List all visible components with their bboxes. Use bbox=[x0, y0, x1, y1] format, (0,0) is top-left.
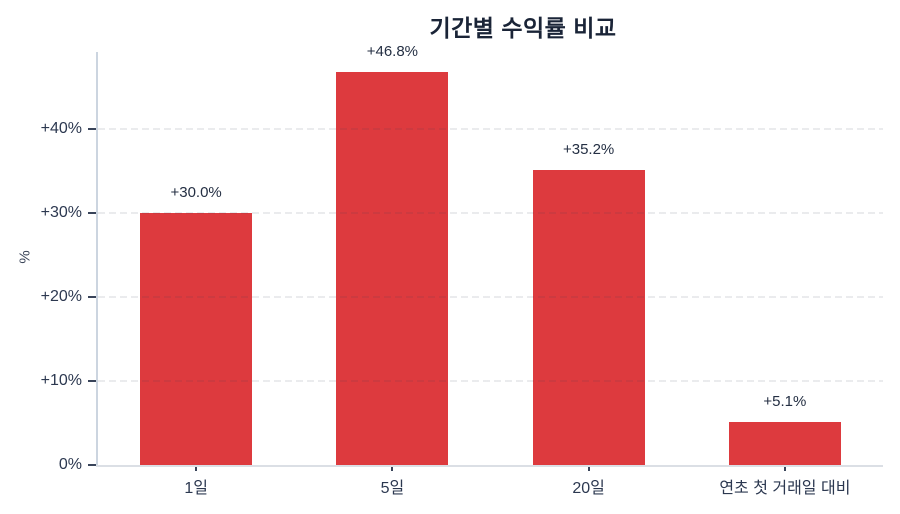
gridline bbox=[98, 296, 883, 299]
y-tick-mark bbox=[88, 212, 96, 215]
x-axis-line bbox=[96, 465, 883, 467]
x-tick-label: 20일 bbox=[572, 480, 605, 497]
y-tick-mark bbox=[88, 296, 96, 299]
gridline bbox=[98, 212, 883, 215]
x-tick-mark bbox=[391, 466, 394, 471]
y-tick-mark bbox=[88, 128, 96, 131]
bar-value-label: +35.2% bbox=[562, 140, 615, 158]
x-tick-label: 1일 bbox=[184, 480, 208, 497]
x-tick-mark bbox=[783, 466, 786, 471]
bar bbox=[140, 213, 252, 465]
x-tick-label: 5일 bbox=[380, 480, 405, 497]
x-tick-mark bbox=[587, 466, 590, 471]
y-tick-label: +30% bbox=[40, 204, 82, 222]
y-tick-mark bbox=[88, 380, 96, 383]
bar-value-label: +46.8% bbox=[366, 43, 419, 61]
bar bbox=[729, 422, 841, 465]
bar bbox=[533, 169, 645, 465]
y-tick-label: +40% bbox=[40, 120, 82, 138]
bar-value-label: +30.0% bbox=[170, 184, 222, 202]
bar bbox=[336, 72, 448, 465]
x-tick-mark bbox=[195, 466, 198, 471]
y-tick-label: +20% bbox=[40, 288, 82, 306]
y-axis-label: % bbox=[16, 250, 34, 264]
y-tick-label: +10% bbox=[40, 372, 82, 390]
bar-value-label: +5.1% bbox=[763, 393, 807, 411]
gridline bbox=[98, 380, 883, 383]
y-axis-line bbox=[96, 52, 98, 465]
y-tick-mark bbox=[88, 464, 96, 466]
plot-area: 0% +10% +20% +30% +40% +30.0% 1일 +46.8% 5일 +35.2%… bbox=[41, 43, 883, 497]
gridline bbox=[98, 128, 883, 131]
chart-title: 기간별 수익률 비교 bbox=[429, 15, 617, 41]
y-tick-label: 0% bbox=[58, 456, 82, 473]
x-tick-label: 연초 첫 거래일 대비 bbox=[719, 480, 851, 497]
